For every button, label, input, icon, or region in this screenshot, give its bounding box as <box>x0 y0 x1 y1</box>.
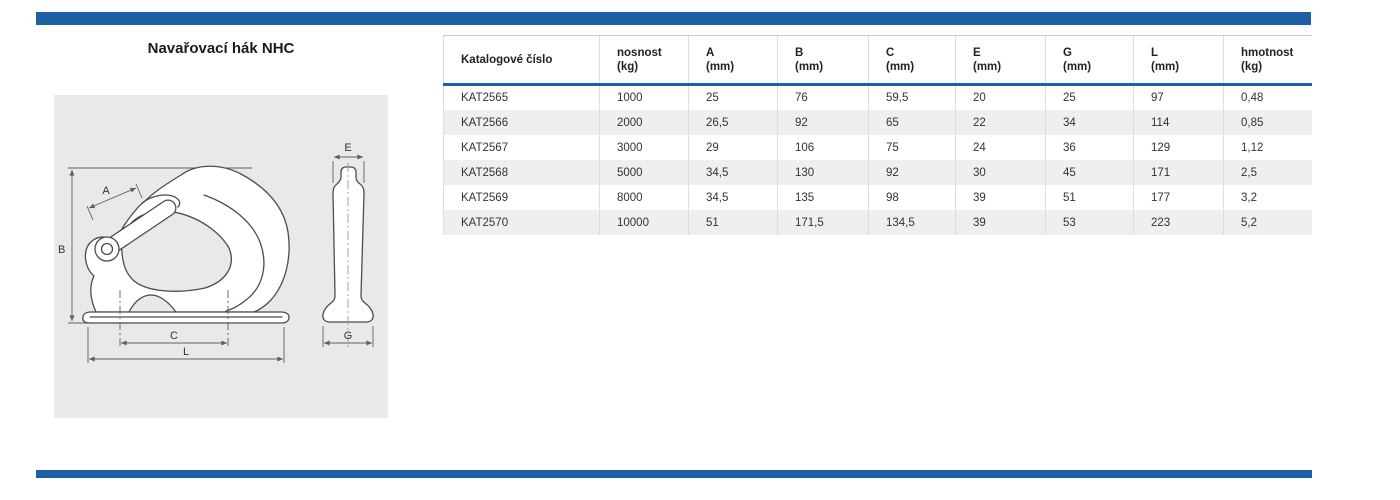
table-cell: 98 <box>868 185 956 210</box>
latch-pin-hole <box>100 242 114 256</box>
dim-ext-a2 <box>135 183 143 199</box>
table-cell: KAT2570 <box>443 210 600 235</box>
table-cell: 10000 <box>599 210 689 235</box>
table-row: KAT2569 8000 34,5 135 98 39 51 177 3,2 <box>443 185 1312 210</box>
table-cell: 1000 <box>599 84 689 110</box>
table-cell: 0,48 <box>1223 84 1312 110</box>
table-cell: 51 <box>688 210 778 235</box>
column-header: C (mm) <box>868 35 956 86</box>
table-cell: 92 <box>868 160 956 185</box>
table-cell: 75 <box>868 135 956 160</box>
hook-inner-contour <box>203 194 265 312</box>
table-cell: 29 <box>688 135 778 160</box>
table-cell: 39 <box>955 185 1046 210</box>
table-row: KAT2567 3000 29 106 75 24 36 129 1,12 <box>443 135 1312 160</box>
table-cell: 114 <box>1133 110 1224 135</box>
dim-label-g: G <box>344 330 353 342</box>
hook-tip-contour <box>141 194 181 208</box>
table-cell: 76 <box>777 84 869 110</box>
spec-table-container: Katalogové číslo nosnost (kg) A (mm) B (mm) C (m… <box>443 35 1312 235</box>
table-cell: 171,5 <box>777 210 869 235</box>
table-cell: 59,5 <box>868 84 956 110</box>
dim-label-c: C <box>170 330 178 342</box>
table-cell: 2000 <box>599 110 689 135</box>
table-cell: 106 <box>777 135 869 160</box>
page-title: Navařovací hák NHC <box>147 40 295 57</box>
column-header: L (mm) <box>1133 35 1224 86</box>
table-cell: 223 <box>1133 210 1224 235</box>
table-cell: 26,5 <box>688 110 778 135</box>
table-cell: 34,5 <box>688 160 778 185</box>
table-cell: 53 <box>1045 210 1134 235</box>
table-cell: 3000 <box>599 135 689 160</box>
table-cell: 45 <box>1045 160 1134 185</box>
table-cell: 30 <box>955 160 1046 185</box>
table-cell: 92 <box>777 110 869 135</box>
table-header-row: Katalogové číslo nosnost (kg) A (mm) B (mm) C (m… <box>443 35 1312 86</box>
table-cell: 34 <box>1045 110 1134 135</box>
top-accent-bar <box>36 12 1311 25</box>
table-cell: 129 <box>1133 135 1224 160</box>
table-header: Katalogové číslo nosnost (kg) A (mm) B (mm) C (m… <box>443 35 1312 86</box>
dim-ext-a1 <box>86 205 94 221</box>
dim-label-a: A <box>102 185 110 197</box>
table-cell: 2,5 <box>1223 160 1312 185</box>
table-cell: 134,5 <box>868 210 956 235</box>
table-cell: 39 <box>955 210 1046 235</box>
table-cell: 24 <box>955 135 1046 160</box>
column-header: nosnost (kg) <box>599 35 689 86</box>
dim-label-l: L <box>183 346 189 358</box>
table-cell: 130 <box>777 160 869 185</box>
table-cell: KAT2568 <box>443 160 600 185</box>
column-header: hmotnost (kg) <box>1223 35 1312 86</box>
table-cell: 22 <box>955 110 1046 135</box>
table-cell: 5,2 <box>1223 210 1312 235</box>
table-cell: 36 <box>1045 135 1134 160</box>
table-cell: 8000 <box>599 185 689 210</box>
column-header: G (mm) <box>1045 35 1134 86</box>
table-row: KAT2570 10000 51 171,5 134,5 39 53 223 5,2 <box>443 210 1312 235</box>
table-cell: 177 <box>1133 185 1224 210</box>
table-cell: 25 <box>688 84 778 110</box>
table-cell: KAT2569 <box>443 185 600 210</box>
table-cell: KAT2565 <box>443 84 600 110</box>
table-cell: 25 <box>1045 84 1134 110</box>
table-cell: 0,85 <box>1223 110 1312 135</box>
table-cell: 97 <box>1133 84 1224 110</box>
spec-table: Katalogové číslo nosnost (kg) A (mm) B (mm) C (m… <box>443 35 1312 235</box>
table-cell: 171 <box>1133 160 1224 185</box>
table-cell: KAT2566 <box>443 110 600 135</box>
technical-drawing-panel: B A <box>54 95 388 418</box>
table-cell: KAT2567 <box>443 135 600 160</box>
dim-label-e: E <box>344 142 351 154</box>
column-header: A (mm) <box>688 35 778 86</box>
dim-label-b: B <box>58 244 65 256</box>
table-body: KAT2565 1000 25 76 59,5 20 25 97 0,48 KAT2566 2000… <box>443 84 1312 235</box>
table-cell: 20 <box>955 84 1046 110</box>
column-header: B (mm) <box>777 35 869 86</box>
dim-line-a <box>88 187 137 209</box>
bottom-accent-bar <box>36 470 1312 478</box>
column-header: Katalogové číslo <box>443 35 600 86</box>
table-cell: 135 <box>777 185 869 210</box>
hook-technical-drawing: B A <box>58 142 374 363</box>
hook-side-view: E G <box>322 142 374 348</box>
column-header: E (mm) <box>955 35 1046 86</box>
table-cell: 51 <box>1045 185 1134 210</box>
table-row: KAT2568 5000 34,5 130 92 30 45 171 2,5 <box>443 160 1312 185</box>
hook-front-view: B A <box>58 165 290 363</box>
table-row: KAT2566 2000 26,5 92 65 22 34 114 0,85 <box>443 110 1312 135</box>
table-cell: 5000 <box>599 160 689 185</box>
table-cell: 1,12 <box>1223 135 1312 160</box>
table-cell: 65 <box>868 110 956 135</box>
table-cell: 34,5 <box>688 185 778 210</box>
table-cell: 3,2 <box>1223 185 1312 210</box>
table-row: KAT2565 1000 25 76 59,5 20 25 97 0,48 <box>443 84 1312 110</box>
